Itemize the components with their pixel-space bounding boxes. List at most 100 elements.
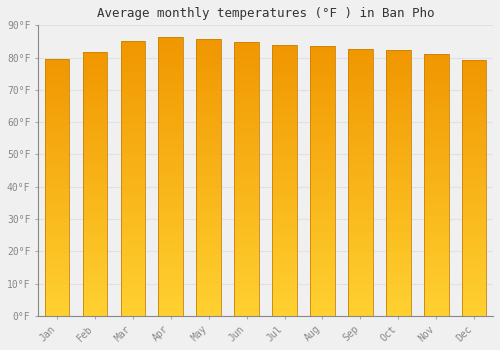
- Bar: [196, 224, 221, 227]
- Bar: [120, 151, 145, 154]
- Bar: [82, 289, 108, 292]
- Bar: [196, 214, 221, 216]
- Bar: [44, 200, 70, 203]
- Bar: [386, 55, 410, 58]
- Bar: [462, 158, 486, 160]
- Bar: [348, 62, 372, 64]
- Bar: [196, 183, 221, 186]
- Bar: [196, 61, 221, 64]
- Bar: [82, 179, 108, 181]
- Bar: [310, 87, 335, 89]
- Bar: [196, 139, 221, 141]
- Bar: [310, 297, 335, 300]
- Bar: [348, 233, 372, 236]
- Bar: [82, 57, 108, 60]
- Bar: [348, 134, 372, 137]
- Bar: [44, 118, 70, 121]
- Bar: [348, 110, 372, 113]
- Bar: [196, 247, 221, 250]
- Bar: [462, 155, 486, 158]
- Bar: [386, 92, 410, 95]
- Bar: [234, 291, 259, 294]
- Bar: [234, 305, 259, 308]
- Bar: [44, 59, 70, 316]
- Bar: [386, 212, 410, 215]
- Bar: [348, 107, 372, 110]
- Bar: [234, 288, 259, 291]
- Bar: [386, 236, 410, 239]
- Bar: [158, 201, 183, 204]
- Bar: [386, 305, 410, 308]
- Bar: [310, 149, 335, 152]
- Bar: [82, 134, 108, 136]
- Bar: [158, 120, 183, 123]
- Bar: [44, 141, 70, 144]
- Bar: [82, 303, 108, 305]
- Bar: [196, 227, 221, 230]
- Bar: [196, 280, 221, 283]
- Bar: [234, 187, 259, 190]
- Bar: [196, 161, 221, 163]
- Bar: [82, 150, 108, 152]
- Bar: [272, 64, 297, 67]
- Bar: [234, 190, 259, 193]
- Bar: [462, 93, 486, 96]
- Bar: [120, 236, 145, 239]
- Bar: [462, 80, 486, 83]
- Bar: [44, 272, 70, 275]
- Bar: [158, 308, 183, 310]
- Bar: [158, 193, 183, 196]
- Bar: [386, 58, 410, 61]
- Bar: [120, 96, 145, 99]
- Bar: [120, 217, 145, 220]
- Bar: [272, 105, 297, 107]
- Bar: [234, 70, 259, 72]
- Bar: [120, 187, 145, 190]
- Bar: [272, 189, 297, 191]
- Bar: [44, 154, 70, 157]
- Bar: [462, 229, 486, 231]
- Bar: [234, 310, 259, 313]
- Bar: [196, 117, 221, 119]
- Bar: [196, 147, 221, 150]
- Bar: [82, 52, 108, 55]
- Bar: [234, 206, 259, 209]
- Bar: [196, 313, 221, 316]
- Bar: [462, 111, 486, 114]
- Bar: [158, 37, 183, 316]
- Bar: [120, 299, 145, 302]
- Bar: [310, 89, 335, 92]
- Bar: [310, 286, 335, 289]
- Bar: [234, 250, 259, 253]
- Bar: [272, 97, 297, 99]
- Bar: [158, 184, 183, 187]
- Bar: [44, 208, 70, 211]
- Bar: [234, 111, 259, 113]
- Bar: [310, 57, 335, 60]
- Bar: [462, 165, 486, 168]
- Bar: [462, 239, 486, 242]
- Bar: [424, 203, 448, 206]
- Bar: [386, 106, 410, 108]
- Bar: [120, 247, 145, 250]
- Bar: [120, 47, 145, 50]
- Bar: [82, 97, 108, 99]
- Bar: [82, 250, 108, 253]
- Bar: [44, 59, 70, 62]
- Bar: [120, 269, 145, 272]
- Bar: [82, 245, 108, 247]
- Bar: [348, 279, 372, 281]
- Bar: [462, 283, 486, 285]
- Bar: [386, 276, 410, 279]
- Bar: [44, 262, 70, 265]
- Bar: [386, 66, 410, 69]
- Bar: [272, 145, 297, 148]
- Bar: [44, 182, 70, 185]
- Bar: [310, 68, 335, 71]
- Bar: [386, 207, 410, 209]
- Bar: [44, 188, 70, 190]
- Bar: [120, 250, 145, 253]
- Bar: [348, 300, 372, 302]
- Bar: [386, 98, 410, 100]
- Bar: [44, 259, 70, 262]
